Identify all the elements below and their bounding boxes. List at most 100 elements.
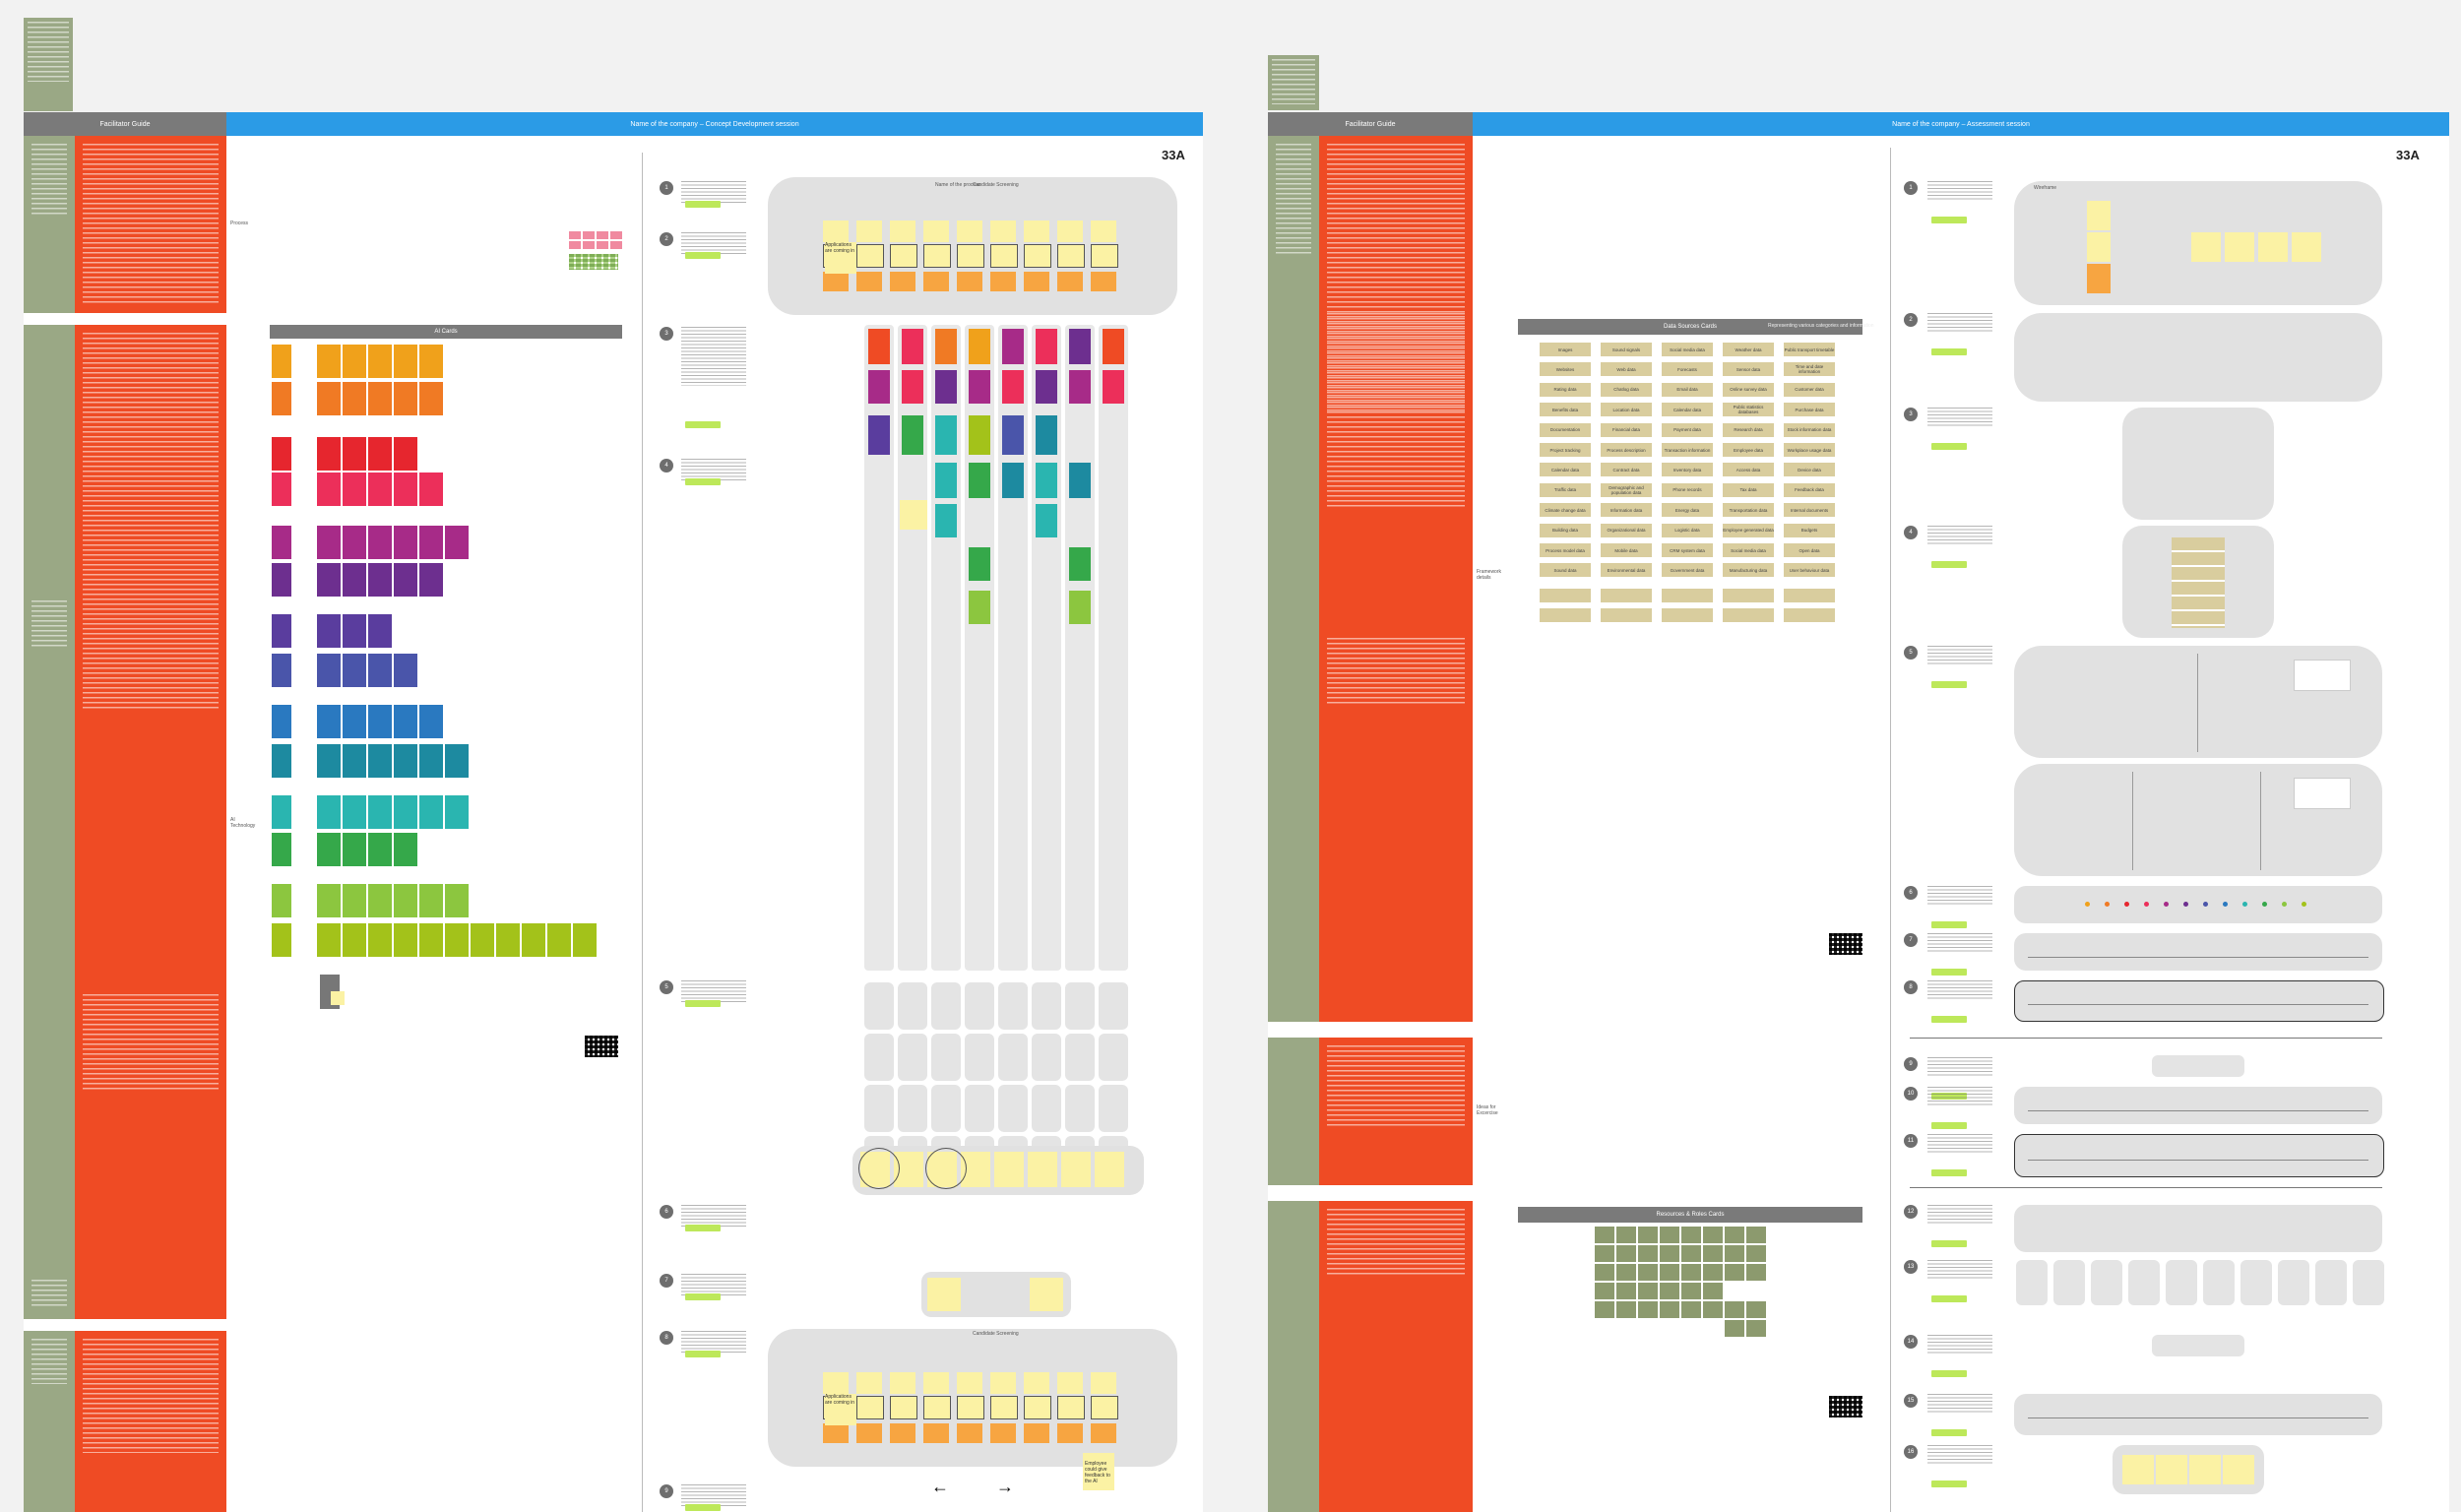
step-instructions bbox=[681, 1274, 746, 1295]
flow-card bbox=[935, 504, 957, 537]
step-sticky bbox=[1024, 1372, 1049, 1394]
done-button[interactable] bbox=[685, 1000, 721, 1007]
section-separator-2 bbox=[1910, 1187, 2382, 1188]
data-source-card: Information data bbox=[1601, 503, 1652, 518]
flow-card bbox=[1069, 547, 1091, 581]
data-source-card: Organizational data bbox=[1601, 523, 1652, 537]
employee-feedback-sticky bbox=[1083, 1453, 1114, 1490]
ai-card bbox=[394, 884, 417, 917]
flow-card bbox=[902, 329, 923, 364]
done-button[interactable] bbox=[685, 1504, 721, 1511]
screen-sketch bbox=[990, 1396, 1018, 1419]
option-box bbox=[2016, 1260, 2048, 1305]
step-instructions bbox=[681, 459, 746, 480]
data-source-card: Workplace usage data bbox=[1784, 443, 1835, 457]
done-button[interactable] bbox=[685, 201, 721, 208]
done-button[interactable] bbox=[1931, 217, 1967, 223]
final-sticky-4 bbox=[2223, 1455, 2254, 1484]
done-button[interactable] bbox=[1931, 1429, 1967, 1436]
flow-card bbox=[1036, 370, 1057, 404]
data-source-card-blank bbox=[1540, 608, 1591, 622]
done-button[interactable] bbox=[685, 1293, 721, 1300]
done-button[interactable] bbox=[1931, 969, 1967, 976]
flow-card bbox=[1103, 329, 1124, 364]
ai-card bbox=[343, 795, 366, 829]
step-number: 6 bbox=[1904, 886, 1918, 900]
ai-card bbox=[317, 526, 341, 559]
screen-sketch bbox=[923, 244, 951, 268]
done-button[interactable] bbox=[685, 252, 721, 259]
scale-lane-4 bbox=[2014, 1134, 2384, 1177]
resource-card bbox=[1725, 1245, 1744, 1262]
orange-sticky bbox=[957, 1423, 982, 1443]
flow-card bbox=[902, 370, 923, 404]
done-button[interactable] bbox=[685, 1351, 721, 1357]
orange-sticky bbox=[990, 1423, 1016, 1443]
resource-card bbox=[1725, 1264, 1744, 1281]
empty-slot bbox=[931, 1034, 961, 1081]
empty-slot bbox=[1032, 1034, 1061, 1081]
done-button[interactable] bbox=[685, 478, 721, 485]
done-button[interactable] bbox=[1931, 921, 1967, 928]
data-source-card: Phone records bbox=[1662, 482, 1713, 497]
orange-sticky bbox=[990, 272, 1016, 291]
arrow-right-icon[interactable]: → bbox=[996, 1477, 1014, 1496]
final-sticky-2 bbox=[2156, 1455, 2187, 1484]
ai-card bbox=[343, 744, 366, 778]
ai-card bbox=[419, 526, 443, 559]
ai-card bbox=[445, 884, 469, 917]
ai-card bbox=[317, 382, 341, 415]
done-button[interactable] bbox=[685, 1225, 721, 1231]
data-source-card-blank bbox=[1723, 589, 1774, 602]
done-button[interactable] bbox=[1931, 1169, 1967, 1176]
orange-sticky bbox=[823, 1423, 849, 1443]
ai-card bbox=[522, 923, 545, 957]
left-facilitator-guide-header: Facilitator Guide bbox=[24, 112, 226, 136]
done-button[interactable] bbox=[1931, 348, 1967, 355]
arrow-left-icon[interactable]: ← bbox=[931, 1477, 949, 1496]
green-dot-cluster bbox=[569, 254, 618, 270]
assessment-lane-2 bbox=[2014, 313, 2382, 402]
scale-lane-1 bbox=[2014, 933, 2382, 971]
done-button[interactable] bbox=[1931, 443, 1967, 450]
done-button[interactable] bbox=[1931, 1295, 1967, 1302]
done-button[interactable] bbox=[1931, 1122, 1967, 1129]
ai-card bbox=[317, 654, 341, 687]
data-source-card: Location data bbox=[1601, 403, 1652, 417]
data-source-card-blank bbox=[1601, 589, 1652, 602]
data-source-card-blank bbox=[1723, 608, 1774, 622]
guide-instructions-2 bbox=[75, 325, 226, 1319]
step-number: 6 bbox=[660, 1205, 673, 1219]
done-button[interactable] bbox=[1931, 1240, 1967, 1247]
color-dot bbox=[2183, 902, 2188, 907]
ai-card bbox=[272, 345, 291, 378]
done-button[interactable] bbox=[1931, 1480, 1967, 1487]
data-source-card: Social media data bbox=[1723, 543, 1774, 557]
done-button[interactable] bbox=[1931, 561, 1967, 568]
resource-card bbox=[1681, 1283, 1701, 1299]
ai-card bbox=[368, 614, 392, 648]
small-sticky bbox=[331, 991, 345, 1005]
data-source-card: Device data bbox=[1784, 463, 1835, 477]
done-button[interactable] bbox=[1931, 1016, 1967, 1023]
empty-slot bbox=[1065, 1034, 1095, 1081]
data-sources-note: Representing various categories and info… bbox=[1768, 323, 1874, 329]
orange-sticky bbox=[890, 1423, 915, 1443]
done-button[interactable] bbox=[1931, 1370, 1967, 1377]
scale-lane-3 bbox=[2014, 1087, 2382, 1124]
data-source-card: Images bbox=[1540, 343, 1591, 356]
data-source-card: Weather data bbox=[1723, 343, 1774, 356]
done-button[interactable] bbox=[685, 421, 721, 428]
screen-sketch bbox=[1057, 1396, 1085, 1419]
step-instructions bbox=[681, 1331, 746, 1353]
data-source-card: Research data bbox=[1723, 422, 1774, 437]
screen-sketch bbox=[856, 1396, 884, 1419]
ai-card bbox=[394, 382, 417, 415]
step-number: 7 bbox=[660, 1274, 673, 1288]
empty-slot bbox=[1032, 1085, 1061, 1132]
done-button[interactable] bbox=[1931, 681, 1967, 688]
ai-card bbox=[419, 923, 443, 957]
ai-card bbox=[394, 472, 417, 506]
ai-card bbox=[394, 345, 417, 378]
small-grey-box bbox=[2152, 1055, 2244, 1077]
